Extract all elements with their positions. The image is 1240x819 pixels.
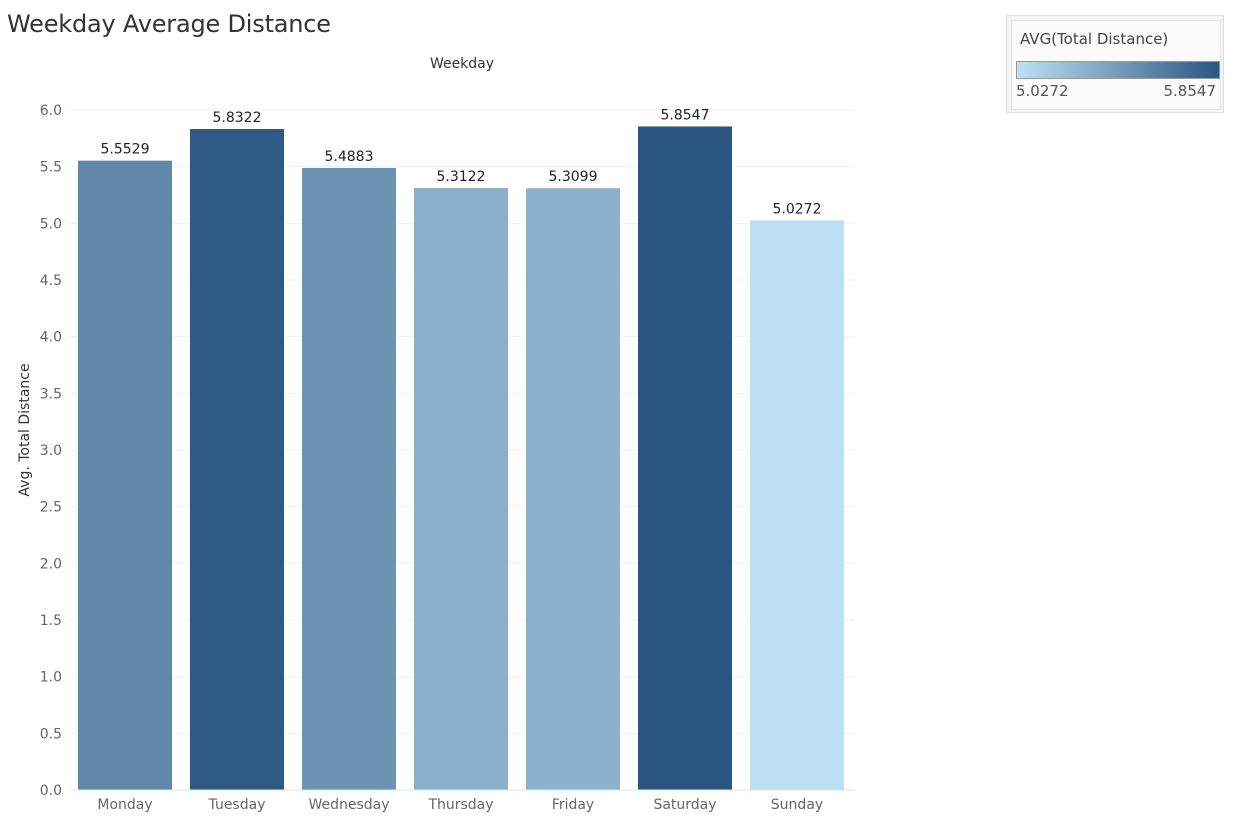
y-tick-label: 4.0: [40, 330, 62, 346]
x-header: Weekday: [430, 56, 494, 72]
data-label: 5.8322: [213, 110, 262, 126]
y-tick-label: 3.5: [40, 386, 62, 402]
x-tick-label: Monday: [97, 797, 152, 813]
data-label: 5.0272: [773, 201, 822, 217]
x-tick-label: Saturday: [653, 797, 716, 813]
legend-title: AVG(Total Distance): [1020, 30, 1169, 48]
bar-monday[interactable]: [78, 160, 172, 790]
data-label: 5.3122: [437, 169, 486, 185]
bar-sunday[interactable]: [750, 220, 844, 790]
y-tick-label: 1.0: [40, 670, 62, 686]
y-tick-label: 4.5: [40, 273, 62, 289]
bar-saturday[interactable]: [638, 126, 732, 790]
bar-friday[interactable]: [526, 188, 620, 791]
bar-chart: 0.00.51.01.52.02.53.03.54.04.55.05.56.0 …: [17, 56, 855, 813]
x-tick-label: Friday: [552, 797, 594, 813]
legend-max-value: 5.8547: [1163, 82, 1217, 100]
y-tick-label: 0.5: [40, 726, 62, 742]
data-label: 5.4883: [325, 149, 374, 165]
y-tick-label: 0.0: [40, 783, 62, 799]
y-tick-label: 1.5: [40, 613, 62, 629]
x-tick-label: Sunday: [771, 797, 823, 813]
y-axis-ticks: 0.0 0.5 1.0 1.5 2.0 2.5 3.0 3.5 4.0 4.5 5.0 5.5 6.0: [40, 103, 62, 799]
y-tick-label: 6.0: [40, 103, 62, 119]
data-label: 5.3099: [549, 169, 598, 185]
y-axis-label: Avg. Total Distance: [17, 363, 33, 496]
x-tick-label: Thursday: [427, 797, 493, 813]
legend-min-value: 5.0272: [1016, 82, 1069, 100]
bars: [78, 126, 844, 791]
data-label: 5.8547: [661, 107, 710, 123]
x-tick-label: Tuesday: [208, 797, 266, 813]
x-axis-labels: Monday Tuesday Wednesday Thursday Friday Satu…: [97, 797, 823, 813]
data-labels: 5.5529 5.8322 5.4883 5.3122 5.3099 5.8547 5.02…: [101, 107, 822, 217]
y-tick-label: 3.0: [40, 443, 62, 459]
y-tick-label: 2.5: [40, 500, 62, 516]
chart-title: Weekday Average Distance: [7, 10, 331, 38]
x-tick-label: Wednesday: [308, 797, 389, 813]
y-tick-label: 2.0: [40, 556, 62, 572]
bar-thursday[interactable]: [414, 187, 508, 790]
bar-wednesday[interactable]: [302, 167, 396, 790]
y-tick-label: 5.5: [40, 160, 62, 176]
bar-tuesday[interactable]: [190, 129, 284, 790]
color-legend: AVG(Total Distance) 5.0272 5.8547: [1006, 15, 1224, 113]
y-tick-label: 5.0: [40, 216, 62, 232]
legend-gradient-bar: [1016, 61, 1220, 79]
color-legend-panel: AVG(Total Distance) 5.0272 5.8547: [1011, 20, 1221, 110]
data-label: 5.5529: [101, 142, 150, 158]
